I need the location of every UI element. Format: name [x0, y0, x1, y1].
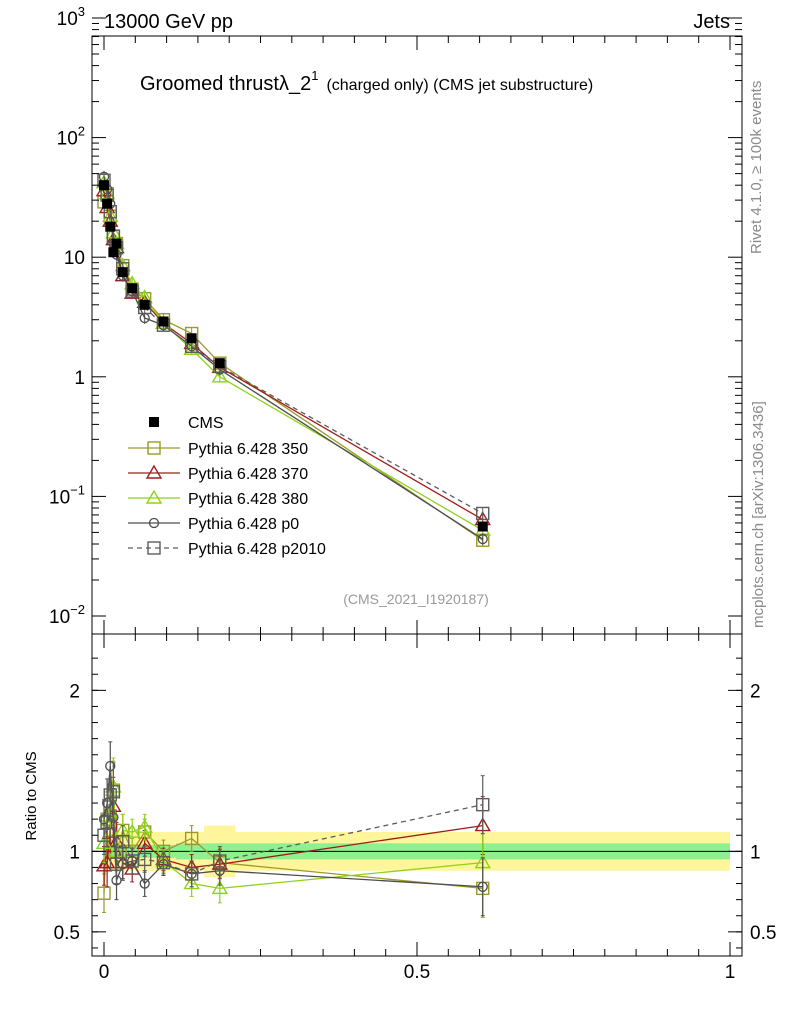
- y-tick-exp: −1: [70, 482, 85, 497]
- series-line-4: [103, 180, 484, 515]
- legend-label: Pythia 6.428 p0: [188, 516, 299, 533]
- y-tick-base: 10: [57, 9, 78, 30]
- legend-label-cms: CMS: [188, 415, 224, 432]
- y-tick-label: 1: [74, 368, 85, 389]
- data-point: [111, 238, 122, 249]
- legend-marker: [147, 541, 161, 555]
- data-point: [117, 267, 128, 278]
- ratio-point: [116, 834, 130, 849]
- ratio-plot: [92, 741, 742, 918]
- ratio-tick-label-right: 1: [750, 842, 761, 863]
- legend-marker: [148, 517, 160, 529]
- chart-title: Groomed thrustλ_21 (charged only) (CMS je…: [140, 68, 593, 95]
- y-tick-label: 10−2: [49, 602, 85, 628]
- data-point: [477, 521, 488, 532]
- ratio-point: [137, 852, 152, 867]
- data-point: [105, 221, 116, 232]
- ratio-point: [183, 875, 200, 890]
- data-point: [214, 358, 225, 369]
- series-line-3: [103, 176, 484, 540]
- series-point: [102, 207, 119, 222]
- legend-marker-cms: [149, 417, 159, 427]
- ratio-point: [97, 886, 111, 900]
- chart-title-sup: 1: [311, 68, 318, 83]
- ratio-point: [106, 785, 121, 799]
- ratio-point: [123, 823, 141, 838]
- data-point: [127, 283, 138, 294]
- ratio-tick-label-left: 1: [69, 842, 80, 863]
- legend-label: Pythia 6.428 380: [188, 491, 308, 508]
- y-tick-base: 10: [49, 487, 70, 508]
- ratio-tick-label-right: 2: [750, 681, 761, 702]
- analysis-id: (CMS_2021_I1920187): [343, 591, 489, 607]
- data-point: [99, 180, 109, 191]
- x-tick-label: 1: [725, 962, 736, 983]
- y-tick-label: 103: [57, 4, 85, 30]
- ratio-point: [103, 788, 117, 802]
- legend-marker: [145, 464, 163, 479]
- ratio-frame: [91, 633, 743, 957]
- ratio-tick-label-right: 0.5: [750, 923, 776, 944]
- y-tick-exp: 3: [78, 4, 85, 19]
- legend-marker: [147, 441, 161, 455]
- ratio-point: [477, 881, 488, 892]
- ratio-ylabel: Ratio to CMS: [23, 751, 40, 840]
- y-tick-base: 1: [74, 368, 85, 389]
- ratio-point: [109, 857, 124, 871]
- series-point: [476, 506, 490, 521]
- legend-label: Pythia 6.428 350: [188, 441, 308, 458]
- y-tick-label: 10: [64, 248, 85, 269]
- legend: CMS Pythia 6.428 350 Pythia 6.428 370 Pythi…: [128, 415, 326, 558]
- y-tick-exp: 2: [78, 124, 85, 139]
- data-point: [108, 247, 119, 258]
- ratio-point: [184, 831, 199, 846]
- y-tick-label: 102: [57, 124, 85, 150]
- series-point: [211, 368, 229, 383]
- energy-label: 13000 GeV pp: [104, 11, 233, 33]
- mcplots-label: mcplots.cern.ch [arXiv:1306.3436]: [750, 401, 767, 628]
- ratio-point: [136, 818, 153, 833]
- legend-label: Pythia 6.428 p2010: [188, 541, 326, 558]
- series-point: [477, 533, 488, 545]
- chart-title-main: Groomed thrustλ_2: [140, 73, 311, 95]
- ratio-point: [211, 879, 229, 895]
- x-tick-label: 0: [99, 962, 110, 983]
- y-tick-base: 10: [49, 607, 70, 628]
- series-line-0: [103, 193, 484, 541]
- y-tick-base: 10: [64, 248, 85, 269]
- ratio-point: [213, 854, 227, 868]
- data-point: [102, 198, 113, 209]
- legend-marker: [145, 489, 163, 504]
- ratio-point: [100, 815, 114, 830]
- legend-label: Pythia 6.428 370: [188, 466, 308, 483]
- x-tick-label: 0.5: [404, 962, 430, 983]
- main-plot: [95, 170, 491, 547]
- category-label: Jets: [693, 11, 730, 33]
- y-tick-base: 10: [57, 129, 78, 150]
- chart-title-suffix: (charged only) (CMS jet substructure): [326, 77, 593, 94]
- data-point: [158, 316, 169, 327]
- y-tick-label: 10−1: [49, 482, 85, 508]
- data-point: [186, 333, 197, 344]
- ratio-point: [184, 867, 199, 881]
- y-tick-exp: −2: [70, 602, 85, 617]
- ratio-point: [139, 878, 150, 889]
- ratio-tick-label-left: 0.5: [54, 923, 80, 944]
- data-point: [139, 299, 150, 310]
- ratio-point: [476, 797, 490, 812]
- ratio-point: [156, 855, 171, 870]
- ratio-tick-label-left: 2: [69, 681, 80, 702]
- rivet-label: Rivet 4.1.0, ≥ 100k events: [748, 81, 765, 254]
